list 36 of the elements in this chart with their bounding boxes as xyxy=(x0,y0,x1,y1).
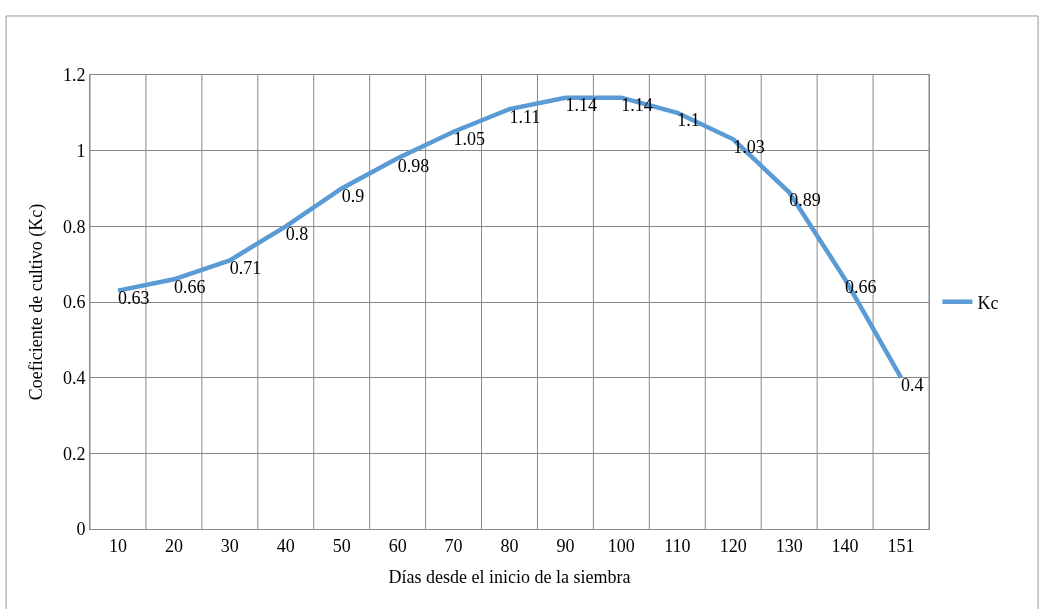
x-tick-label: 120 xyxy=(719,535,747,556)
x-tick-label: 70 xyxy=(444,535,463,556)
x-tick-label: 151 xyxy=(887,535,915,556)
y-tick-label: 0.8 xyxy=(62,216,86,237)
x-tick-label: 40 xyxy=(276,535,295,556)
data-label: 1.05 xyxy=(453,129,486,150)
data-label: 0.63 xyxy=(117,288,150,309)
line-series xyxy=(115,95,904,380)
x-tick-label: 90 xyxy=(556,535,575,556)
x-tick-label: 50 xyxy=(332,535,351,556)
y-tick-label: 0.2 xyxy=(62,443,86,464)
y-tick-label: 0.6 xyxy=(62,292,86,313)
x-tick-label: 30 xyxy=(220,535,239,556)
y-tick-label: 0.4 xyxy=(62,367,86,388)
data-label: 1.11 xyxy=(509,106,541,127)
x-tick-label: 140 xyxy=(831,535,859,556)
data-label: 0.66 xyxy=(173,276,206,297)
x-tick-label: 110 xyxy=(664,535,691,556)
data-label: 0.71 xyxy=(229,257,262,278)
x-tick-label: 10 xyxy=(108,535,127,556)
legend-label: Kc xyxy=(977,292,999,313)
x-tick-label: 80 xyxy=(500,535,519,556)
data-label: 0.98 xyxy=(397,155,430,176)
x-tick-label: 100 xyxy=(607,535,635,556)
data-label: 0.9 xyxy=(341,186,365,206)
y-tick-label: 1.2 xyxy=(62,65,86,86)
x-tick-label: 130 xyxy=(775,535,803,556)
x-axis-title: Días desde el inicio de la siembra xyxy=(388,566,631,587)
y-axis-title: Coeficiente de cultivo (Kc) xyxy=(26,203,48,401)
x-tick-label: 60 xyxy=(388,535,407,556)
y-tick-label: 1 xyxy=(76,140,86,161)
x-tick-label: 20 xyxy=(164,535,183,556)
data-label: 0.4 xyxy=(901,375,924,396)
data-label: 1.14 xyxy=(565,95,597,116)
data-label: 0.8 xyxy=(285,223,309,244)
y-tick-label: 0 xyxy=(76,519,86,540)
